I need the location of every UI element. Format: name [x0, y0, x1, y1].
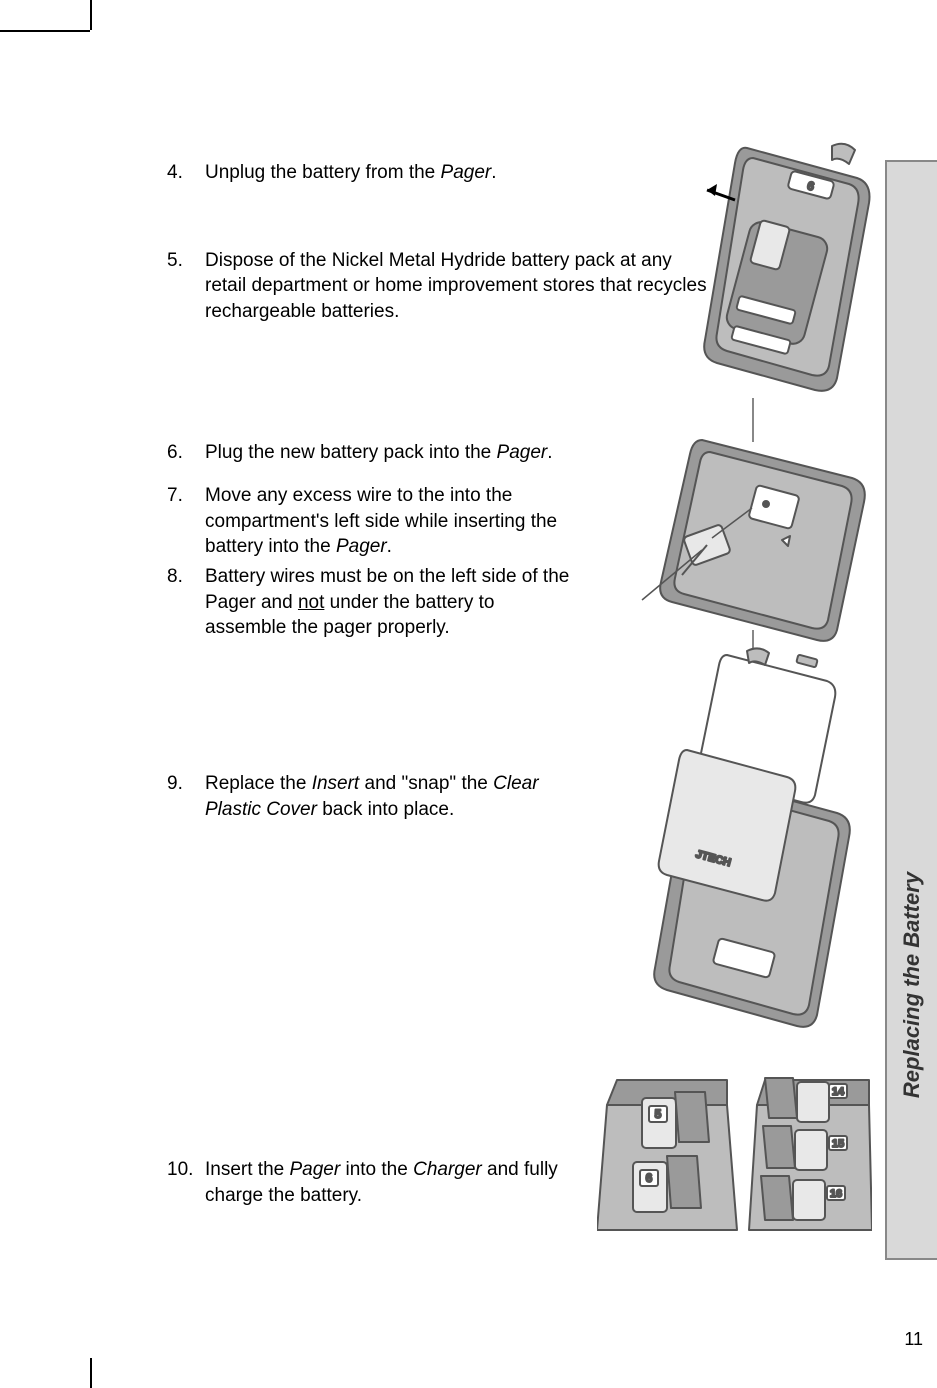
- instruction-list: 4. Unplug the battery from the Pager. 5.…: [167, 160, 707, 1209]
- illustration-charger: 5 6 14 15 16: [597, 1070, 872, 1240]
- slot-number: 5: [655, 1107, 662, 1121]
- crop-mark: [0, 30, 90, 32]
- section-tab-label: Replacing the Battery: [899, 872, 925, 1098]
- step-text: Dispose of the Nickel Metal Hydride batt…: [205, 248, 707, 325]
- step-number: 7.: [167, 483, 205, 560]
- step-number: 8.: [167, 564, 205, 641]
- slot-number: 15: [832, 1138, 844, 1150]
- page-content: 4. Unplug the battery from the Pager. 5.…: [92, 30, 937, 1358]
- step-text: Insert the Pager into the Charger and fu…: [205, 1157, 600, 1208]
- step-6: 6. Plug the new battery pack into the Pa…: [167, 440, 707, 466]
- step-9: 9. Replace the Insert and "snap" the Cle…: [167, 771, 707, 822]
- step-number: 9.: [167, 771, 205, 822]
- step-number: 4.: [167, 160, 205, 186]
- crop-mark: [90, 1358, 92, 1388]
- page-number: 11: [904, 1329, 923, 1350]
- step-4: 4. Unplug the battery from the Pager.: [167, 160, 707, 186]
- step-text: Battery wires must be on the left side o…: [205, 564, 575, 641]
- crop-mark: [90, 0, 92, 30]
- slot-number: 16: [830, 1188, 842, 1200]
- slot-number: 14: [832, 1086, 845, 1098]
- step-text: Move any excess wire to the into the com…: [205, 483, 565, 560]
- section-tab: Replacing the Battery: [885, 160, 937, 1260]
- illustration-plug-battery: [632, 430, 872, 650]
- illustration-unplug-battery: 6: [677, 138, 877, 398]
- step-number: 6.: [167, 440, 205, 466]
- step-5: 5. Dispose of the Nickel Metal Hydride b…: [167, 248, 707, 325]
- step-7: 7. Move any excess wire to the into the …: [167, 483, 707, 560]
- step-8: 8. Battery wires must be on the left sid…: [167, 564, 707, 641]
- slot-number: 6: [646, 1171, 653, 1185]
- step-text: Replace the Insert and "snap" the Clear …: [205, 771, 575, 822]
- step-text: Unplug the battery from the Pager.: [205, 160, 707, 186]
- step-number: 5.: [167, 248, 205, 325]
- illustration-snap-cover: JTECH: [637, 645, 867, 1035]
- step-number: 10.: [167, 1157, 205, 1208]
